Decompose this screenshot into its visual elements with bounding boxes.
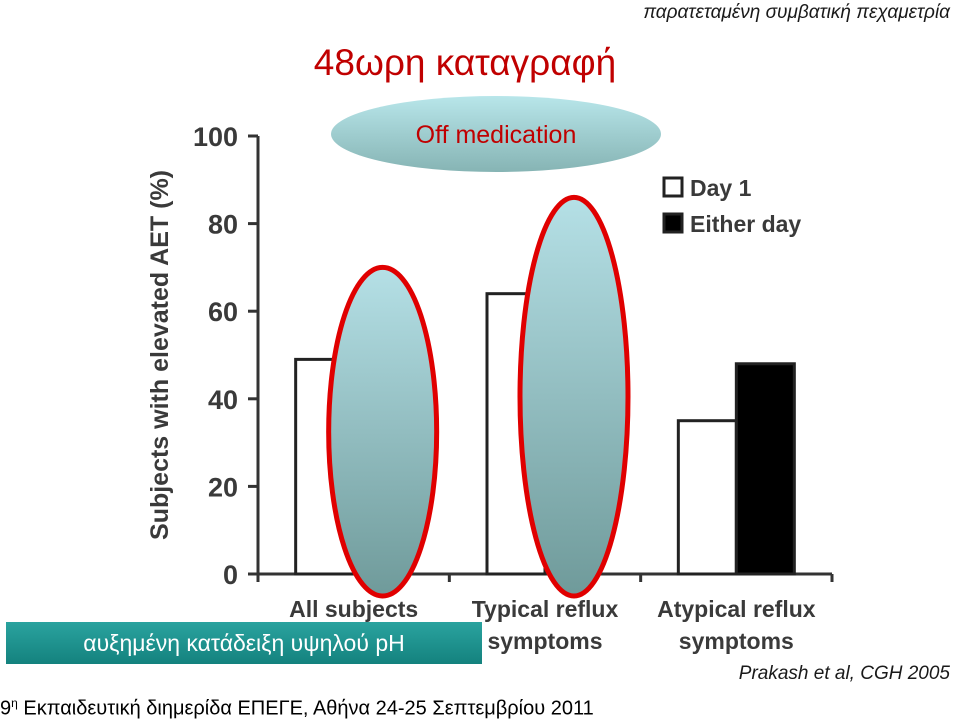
- y-tick-label: 40: [208, 385, 238, 415]
- highlight-label: αυξημένη κατάδειξη υψηλού pH: [83, 630, 405, 656]
- y-tick-label: 0: [223, 560, 238, 590]
- citation: Prakash et al, CGH 2005: [738, 663, 950, 684]
- y-tick-label: 80: [208, 210, 238, 240]
- footer-text: Εκπαιδευτική διημερίδα ΕΠΕΓΕ, Αθήνα 24-2…: [23, 697, 594, 720]
- x-category-label: symptoms: [679, 628, 794, 654]
- y-tick-label: 100: [193, 122, 238, 152]
- annotation-label: Off medication: [416, 121, 577, 149]
- bar-either-day-highlight-oval: [517, 194, 631, 599]
- legend-swatch: [662, 212, 684, 234]
- top-note: παρατεταμένη συμβατική πεχαμετρία: [643, 2, 950, 23]
- x-category-label: All subjects: [289, 596, 418, 622]
- footer-superscript: η: [11, 696, 18, 710]
- bar-either-day-highlight-oval: [326, 264, 440, 599]
- legend-label: Day 1: [690, 175, 752, 201]
- legend-swatch: [662, 176, 684, 198]
- x-category-label: Atypical reflux: [657, 596, 816, 622]
- x-category-label: Typical reflux: [472, 596, 619, 622]
- footer-number: 9: [0, 697, 12, 720]
- highlight-label-box: αυξημένη κατάδειξη υψηλού pH: [6, 622, 482, 664]
- slide-title: 48ωρη καταγραφή: [313, 42, 617, 83]
- annotation-ellipse: [331, 96, 661, 172]
- y-tick-label: 60: [208, 297, 238, 327]
- y-tick-label: 20: [208, 472, 238, 502]
- x-category-label: symptoms: [487, 628, 602, 654]
- legend-label: Either day: [690, 211, 801, 237]
- footer: 9η Εκπαιδευτική διημερίδα ΕΠΕΓΕ, Αθήνα 2…: [0, 696, 594, 721]
- y-axis-label: Subjects with elevated AET (%): [146, 170, 174, 540]
- bar-either-day: [734, 362, 796, 576]
- bar-day1: [676, 419, 738, 576]
